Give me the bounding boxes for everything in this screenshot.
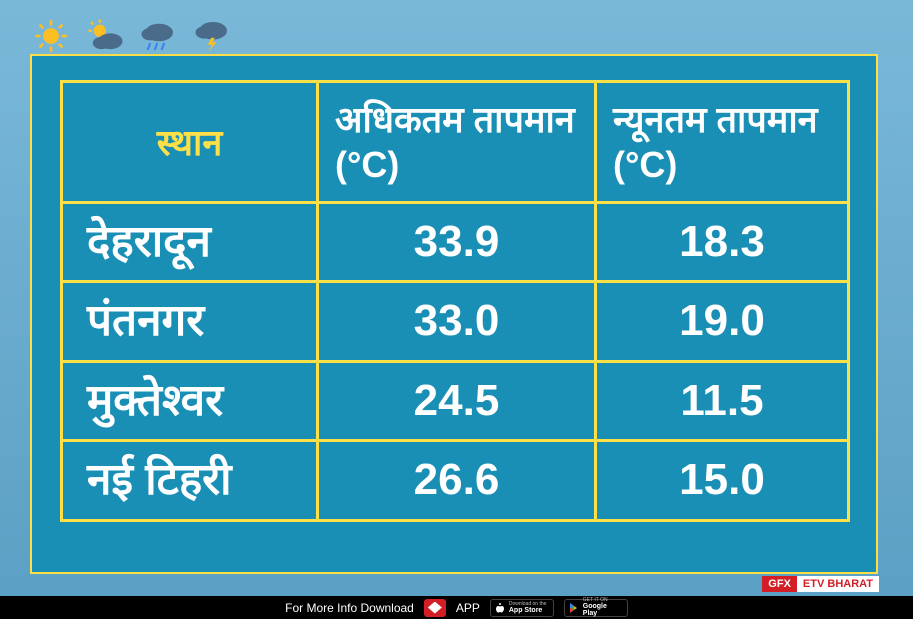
table-row: मुक्तेश्वर 24.5 11.5 [62, 361, 849, 440]
table-header-row: स्थान अधिकतम तापमान (°C) न्यूनतम तापमान … [62, 82, 849, 203]
footer-app-text: APP [456, 601, 480, 615]
cell-min-temp: 19.0 [596, 282, 849, 361]
col-header-max-temp: अधिकतम तापमान (°C) [318, 82, 596, 203]
rain-cloud-icon [138, 18, 180, 54]
store2-bottom: Google Play [583, 603, 623, 617]
cell-max-temp: 33.0 [318, 282, 596, 361]
weather-table: स्थान अधिकतम तापमान (°C) न्यूनतम तापमान … [60, 80, 850, 522]
col-header-min-temp: न्यूनतम तापमान (°C) [596, 82, 849, 203]
cell-max-temp: 26.6 [318, 441, 596, 520]
cell-max-temp: 24.5 [318, 361, 596, 440]
cell-location: मुक्तेश्वर [62, 361, 318, 440]
cell-max-temp: 33.9 [318, 203, 596, 282]
gfx-source-badge: GFX ETV BHARAT [762, 576, 879, 592]
cell-location: नई टिहरी [62, 441, 318, 520]
cell-min-temp: 15.0 [596, 441, 849, 520]
gfx-source: ETV BHARAT [797, 576, 879, 592]
gfx-label: GFX [762, 576, 797, 592]
cell-min-temp: 11.5 [596, 361, 849, 440]
download-footer: For More Info Download APP Download on t… [0, 596, 913, 619]
cell-location: देहरादून [62, 203, 318, 282]
col-header-location: स्थान [62, 82, 318, 203]
app-store-badge[interactable]: Download on theApp Store [490, 599, 554, 617]
table-row: देहरादून 33.9 18.3 [62, 203, 849, 282]
table-row: पंतनगर 33.0 19.0 [62, 282, 849, 361]
store1-bottom: App Store [509, 607, 547, 614]
sun-icon [30, 18, 72, 54]
google-play-icon [569, 603, 579, 613]
storm-cloud-icon [192, 18, 234, 54]
google-play-badge[interactable]: GET IT ONGoogle Play [564, 599, 628, 617]
apple-icon [495, 603, 505, 613]
etv-app-icon [424, 599, 446, 617]
sun-cloud-icon [84, 18, 126, 54]
table-row: नई टिहरी 26.6 15.0 [62, 441, 849, 520]
weather-table-panel: स्थान अधिकतम तापमान (°C) न्यूनतम तापमान … [30, 54, 878, 574]
footer-lead-text: For More Info Download [285, 601, 414, 615]
cell-location: पंतनगर [62, 282, 318, 361]
weather-icons-row [30, 18, 234, 54]
cell-min-temp: 18.3 [596, 203, 849, 282]
